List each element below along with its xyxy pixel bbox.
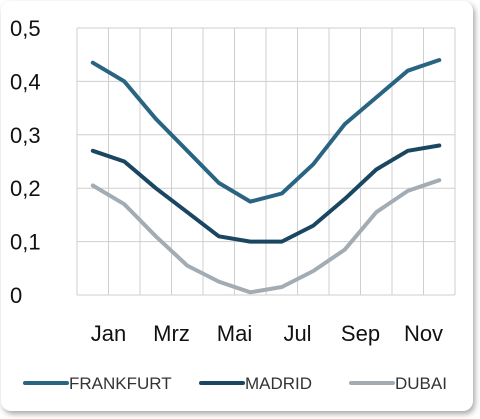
- x-tick-label: Mrz: [153, 321, 190, 346]
- y-axis-ticks: 0 0,1 0,2 0,3 0,4 0,5: [10, 16, 41, 308]
- x-tick-label: Nov: [404, 321, 443, 346]
- legend: FRANKFURT MADRID DUBAI: [23, 374, 447, 393]
- x-axis-ticks: Jan Mrz Mai Jul Sep Nov: [91, 321, 443, 346]
- series-line-madrid: [90, 143, 442, 244]
- x-tick-label: Jul: [283, 321, 311, 346]
- series-line-frankfurt: [90, 58, 442, 204]
- series-lines: [90, 58, 442, 295]
- chart-card: [1, 1, 473, 411]
- y-tick-label: 0,2: [10, 176, 41, 201]
- y-tick-label: 0,1: [10, 230, 41, 255]
- chart-grid: [76, 27, 456, 296]
- series-line-dubai: [90, 178, 442, 295]
- x-tick-label: Sep: [341, 321, 380, 346]
- x-tick-label: Mai: [217, 321, 252, 346]
- y-tick-label: 0,5: [10, 16, 41, 41]
- y-tick-label: 0: [10, 283, 22, 308]
- x-tick-label: Jan: [91, 321, 126, 346]
- legend-label: MADRID: [245, 374, 312, 393]
- y-tick-label: 0,4: [10, 69, 41, 94]
- legend-label: FRANKFURT: [69, 374, 172, 393]
- legend-label: DUBAI: [395, 374, 447, 393]
- y-tick-label: 0,3: [10, 123, 41, 148]
